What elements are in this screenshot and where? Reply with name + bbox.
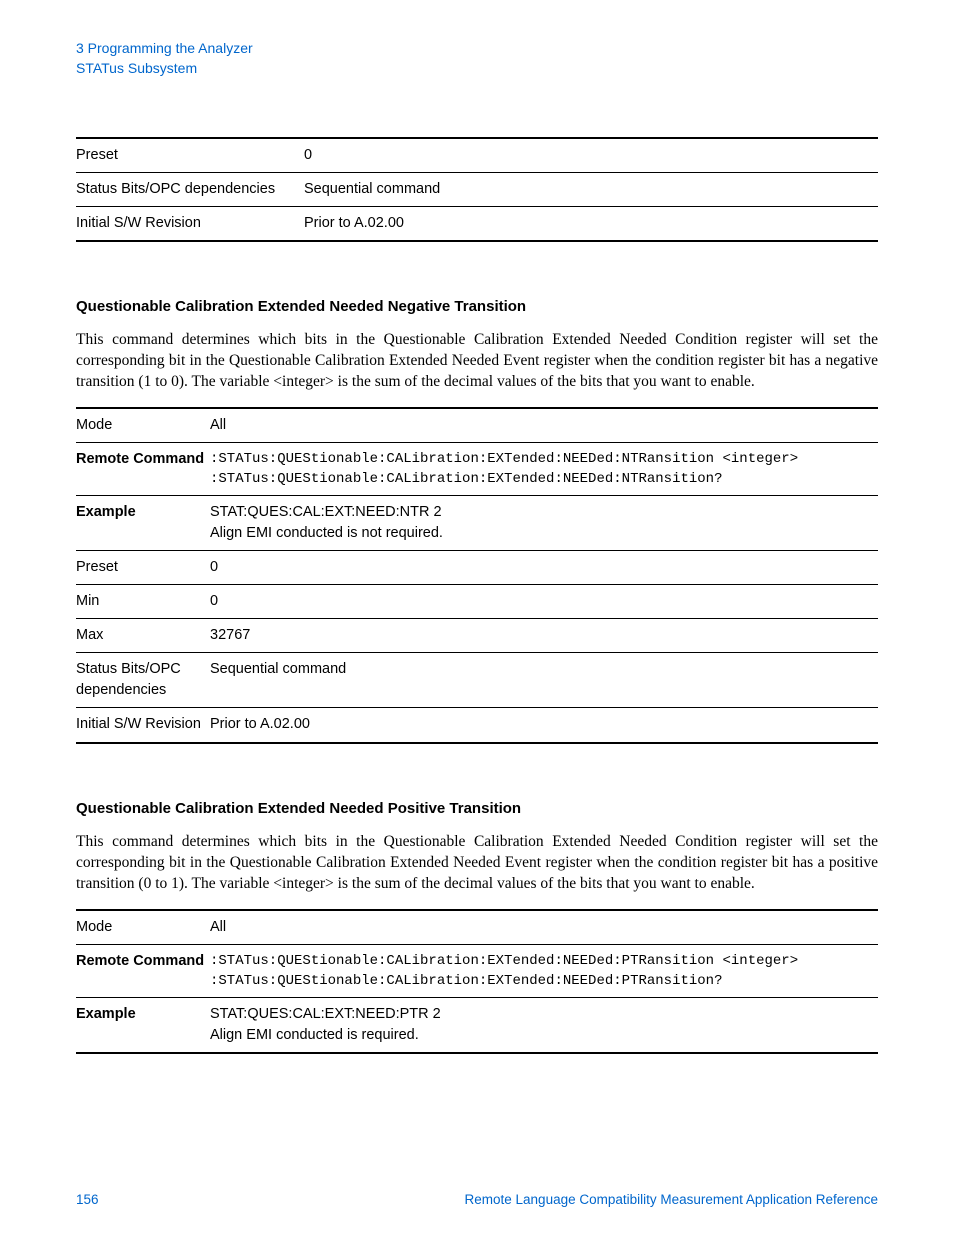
table-row: Mode All <box>76 408 878 443</box>
breadcrumb-line2: STATus Subsystem <box>76 58 878 78</box>
table-row: Preset 0 <box>76 551 878 585</box>
table-row: Max 32767 <box>76 619 878 653</box>
section-heading-ntr: Questionable Calibration Extended Needed… <box>76 298 878 315</box>
table-row: Status Bits/OPC dependencies Sequential … <box>76 653 878 708</box>
table-row: Initial S/W Revision Prior to A.02.00 <box>76 206 878 241</box>
cell-label: Max <box>76 619 210 653</box>
breadcrumb-line1: 3 Programming the Analyzer <box>76 38 878 58</box>
summary-table-1: Preset 0 Status Bits/OPC dependencies Se… <box>76 137 878 242</box>
cell-label: Remote Command <box>76 442 210 496</box>
breadcrumb: 3 Programming the Analyzer STATus Subsys… <box>76 38 878 79</box>
cell-label: Preset <box>76 551 210 585</box>
table-row: Remote Command :STATus:QUEStionable:CALi… <box>76 944 878 998</box>
cell-value: 0 <box>210 551 878 585</box>
cell-label: Min <box>76 585 210 619</box>
page-footer: 156 Remote Language Compatibility Measur… <box>76 1192 878 1207</box>
section-paragraph-ptr: This command determines which bits in th… <box>76 831 878 895</box>
cell-value: Prior to A.02.00 <box>304 206 878 241</box>
cell-value: :STATus:QUEStionable:CALibration:EXTende… <box>210 944 878 998</box>
table-row: Example STAT:QUES:CAL:EXT:NEED:NTR 2Alig… <box>76 496 878 551</box>
cell-value: :STATus:QUEStionable:CALibration:EXTende… <box>210 442 878 496</box>
cell-label: Initial S/W Revision <box>76 708 210 743</box>
cell-label: Example <box>76 496 210 551</box>
cell-label: Remote Command <box>76 944 210 998</box>
cell-value: All <box>210 910 878 945</box>
command-table-ntr: Mode All Remote Command :STATus:QUEStion… <box>76 407 878 744</box>
cell-value: All <box>210 408 878 443</box>
table-row: Mode All <box>76 910 878 945</box>
section-paragraph-ntr: This command determines which bits in th… <box>76 329 878 393</box>
cell-label: Mode <box>76 910 210 945</box>
table-row: Remote Command :STATus:QUEStionable:CALi… <box>76 442 878 496</box>
cell-label: Status Bits/OPC dependencies <box>76 653 210 708</box>
cell-value: 0 <box>304 138 878 173</box>
cell-label: Status Bits/OPC dependencies <box>76 172 304 206</box>
footer-title: Remote Language Compatibility Measuremen… <box>465 1192 878 1207</box>
table-row: Status Bits/OPC dependencies Sequential … <box>76 172 878 206</box>
cell-label: Mode <box>76 408 210 443</box>
command-table-ptr: Mode All Remote Command :STATus:QUEStion… <box>76 909 878 1055</box>
table-row: Min 0 <box>76 585 878 619</box>
cell-value: Prior to A.02.00 <box>210 708 878 743</box>
cell-value: Sequential command <box>304 172 878 206</box>
cell-value: 32767 <box>210 619 878 653</box>
table-row: Initial S/W Revision Prior to A.02.00 <box>76 708 878 743</box>
table-row: Example STAT:QUES:CAL:EXT:NEED:PTR 2Alig… <box>76 998 878 1054</box>
cell-value: STAT:QUES:CAL:EXT:NEED:PTR 2Align EMI co… <box>210 998 878 1054</box>
cell-value: 0 <box>210 585 878 619</box>
table-row: Preset 0 <box>76 138 878 173</box>
cell-label: Example <box>76 998 210 1054</box>
cell-value: Sequential command <box>210 653 878 708</box>
section-heading-ptr: Questionable Calibration Extended Needed… <box>76 800 878 817</box>
cell-value: STAT:QUES:CAL:EXT:NEED:NTR 2Align EMI co… <box>210 496 878 551</box>
cell-label: Preset <box>76 138 304 173</box>
page-number: 156 <box>76 1192 99 1207</box>
cell-label: Initial S/W Revision <box>76 206 304 241</box>
